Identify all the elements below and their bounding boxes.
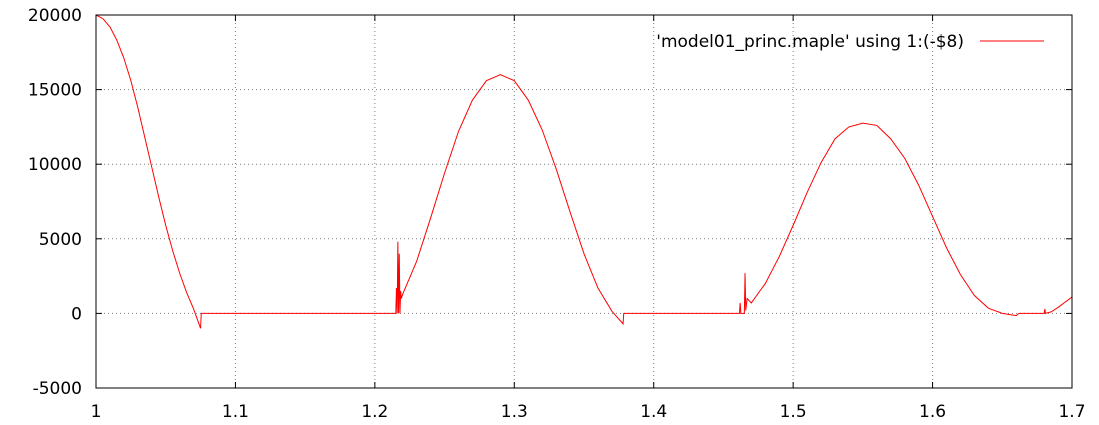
plot-frame bbox=[95, 14, 1073, 389]
grid-lines bbox=[96, 15, 1072, 388]
y-tick-label: 10000 bbox=[28, 155, 82, 175]
y-tick-label: -5000 bbox=[33, 379, 82, 399]
series-lines bbox=[95, 14, 1073, 329]
x-tick-label: 1.5 bbox=[780, 402, 807, 422]
x-tick-label: 1 bbox=[91, 402, 102, 422]
legend: 'model01_princ.maple' using 1:(-$8) bbox=[656, 32, 1044, 52]
x-tick-labels: 1 1.1 1.2 1.3 1.4 1.5 1.6 1.7 bbox=[91, 402, 1086, 422]
y-tick-label: 15000 bbox=[28, 81, 82, 101]
x-tick-label: 1.4 bbox=[640, 402, 667, 422]
x-tick-label: 1.7 bbox=[1058, 402, 1085, 422]
series-line bbox=[95, 14, 1073, 329]
legend-label: 'model01_princ.maple' using 1:(-$8) bbox=[656, 32, 964, 52]
y-tick-label: 20000 bbox=[28, 6, 82, 26]
y-tick-label: 0 bbox=[71, 304, 82, 324]
x-tick-label: 1.2 bbox=[361, 402, 388, 422]
x-tick-label: 1.1 bbox=[222, 402, 249, 422]
x-tick-label: 1.3 bbox=[501, 402, 528, 422]
y-tick-label: 5000 bbox=[39, 230, 82, 250]
y-tick-labels: -5000 0 5000 10000 15000 20000 bbox=[28, 6, 82, 399]
x-tick-label: 1.6 bbox=[919, 402, 946, 422]
